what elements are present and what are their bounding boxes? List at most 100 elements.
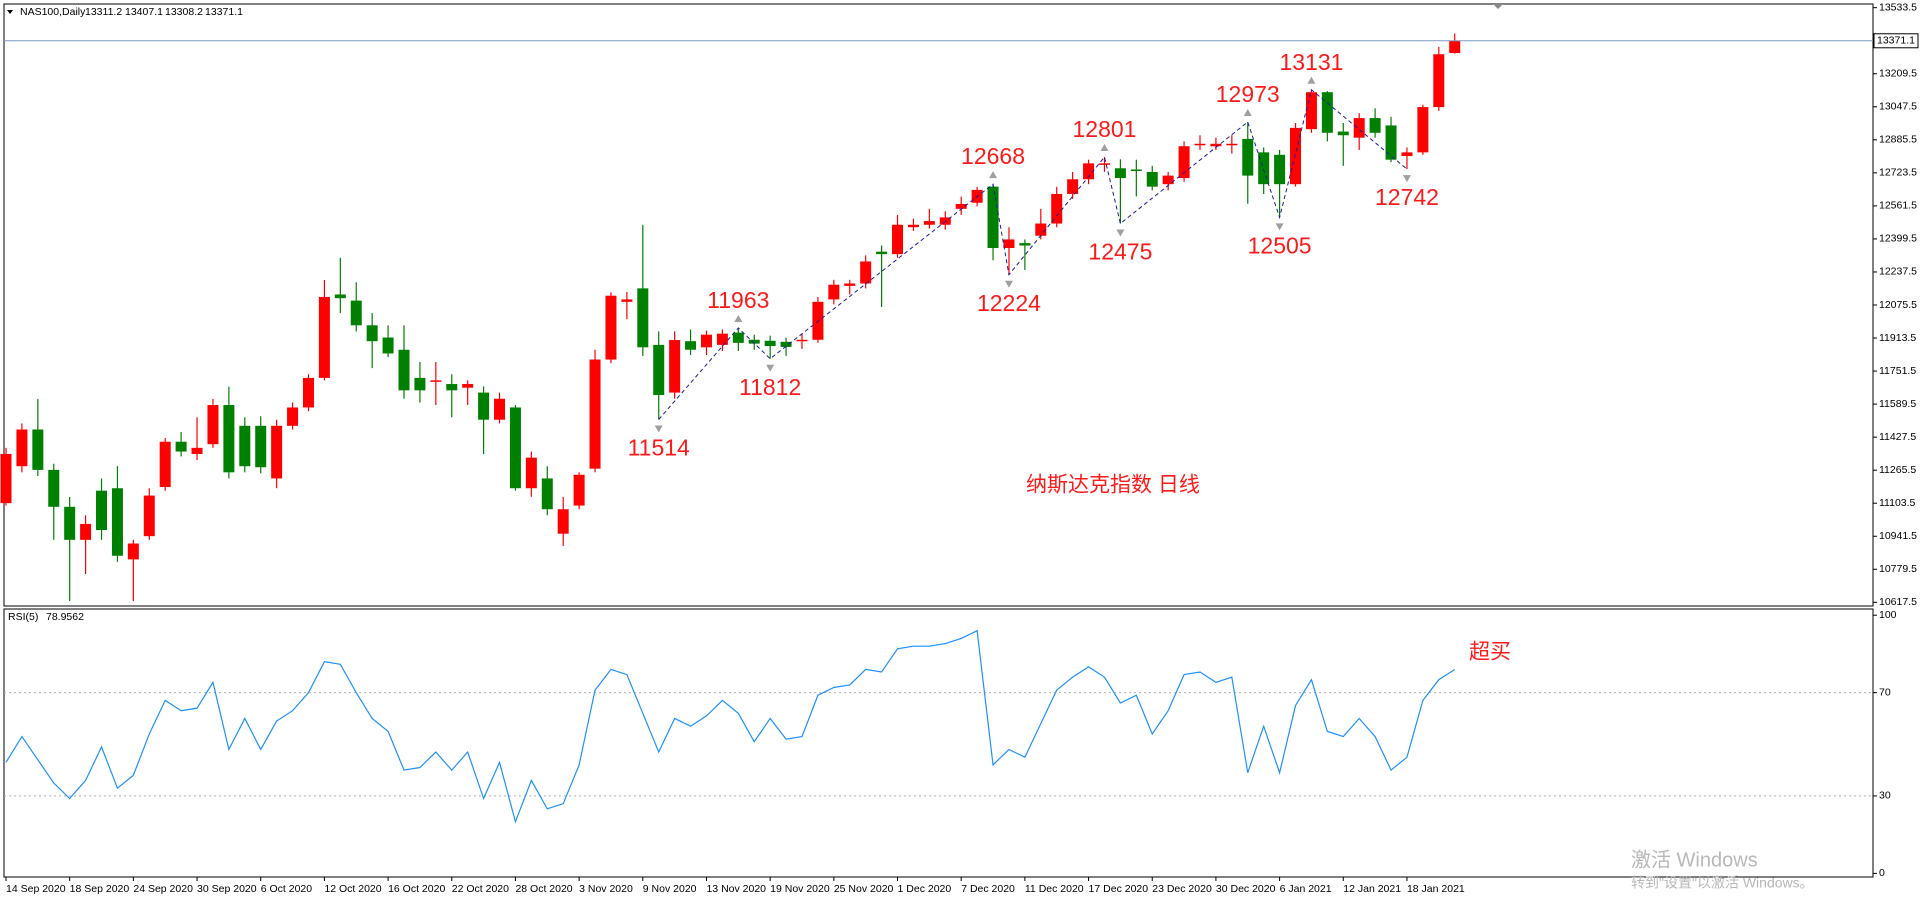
ohlc-open: 13311.2 (85, 6, 122, 18)
pivot-label: 12505 (1248, 232, 1312, 258)
candle-body (32, 429, 44, 470)
x-tick-label: 16 Oct 2020 (388, 883, 445, 895)
pivot-label: 13131 (1279, 49, 1343, 75)
candle-body (16, 429, 28, 467)
ohlc-high: 13407.1 (125, 6, 163, 18)
rsi-annotation: 超买 (1469, 641, 1511, 664)
candle-body (1449, 40, 1461, 54)
candle-body (143, 495, 155, 537)
rsi-title: RSI(5) (8, 611, 38, 623)
candle-body (96, 490, 108, 531)
rsi-line (5, 629, 1456, 824)
candle-body (1051, 193, 1063, 224)
x-tick-label: 30 Sep 2020 (197, 883, 257, 895)
candle-body (1337, 131, 1349, 136)
candle-body (1114, 168, 1126, 179)
pivot-label: 11963 (707, 287, 769, 313)
y-tick-label: 12561.5 (1879, 200, 1917, 212)
pivot-label: 12742 (1375, 184, 1439, 210)
candle-body (255, 425, 267, 468)
watermark-title: 激活 Windows (1631, 848, 1758, 871)
candle-body (462, 384, 474, 388)
y-tick-label: 11265.5 (1879, 464, 1916, 476)
fractal-arrow (654, 425, 663, 433)
x-tick-label: 1 Dec 2020 (898, 883, 952, 895)
candle-body (509, 407, 521, 489)
y-tick-label: 0 (1879, 867, 1885, 879)
candle-body (80, 523, 92, 540)
candle-body (780, 341, 792, 347)
x-tick-label: 9 Nov 2020 (643, 883, 697, 895)
y-tick-label: 10941.5 (1879, 530, 1917, 542)
x-tick-label: 17 Dec 2020 (1089, 883, 1149, 895)
fractal-arrow (1402, 175, 1411, 183)
x-tick-label: 11 Dec 2020 (1025, 883, 1084, 895)
candle-body (0, 453, 12, 504)
x-tick-label: 24 Sep 2020 (133, 883, 193, 895)
candle-body (923, 221, 935, 225)
watermark-subtitle: 转到"设置"以激活 Windows。 (1631, 875, 1814, 891)
candle-body (318, 296, 330, 378)
candle-body (1162, 175, 1174, 185)
fractal-arrow (989, 171, 998, 179)
candle-body (1003, 239, 1015, 249)
candle-body (271, 425, 283, 479)
candle-body (239, 425, 251, 467)
candle-body (1083, 163, 1095, 180)
x-tick-label: 22 Oct 2020 (452, 883, 509, 895)
y-tick-label: 13047.5 (1879, 101, 1917, 113)
y-tick-label: 11103.5 (1879, 497, 1916, 509)
candle-body (796, 339, 808, 342)
candle-body (1385, 125, 1397, 160)
pivot-label: 12668 (961, 143, 1025, 169)
candle-body (589, 359, 601, 469)
y-tick-label: 30 (1879, 790, 1891, 802)
candle-body (207, 405, 219, 445)
fractal-arrow (1004, 280, 1013, 288)
y-tick-label: 70 (1879, 686, 1891, 698)
shift-marker (1493, 4, 1503, 9)
candle-body (64, 506, 76, 540)
x-tick-label: 30 Dec 2020 (1216, 883, 1276, 895)
candle-body (1210, 143, 1222, 147)
x-tick-label: 19 Nov 2020 (770, 883, 830, 895)
candle-body (382, 337, 394, 354)
candle-body (907, 224, 919, 228)
pivot-label: 12224 (977, 290, 1041, 316)
candle-body (653, 344, 665, 396)
fractal-arrow (1100, 144, 1109, 152)
candle-body (700, 334, 712, 348)
candle-body (541, 478, 553, 510)
candle-body (366, 325, 378, 342)
candle-body (302, 377, 314, 408)
y-tick-label: 11589.5 (1879, 398, 1916, 410)
candle-body (525, 457, 537, 489)
candle-body (1369, 118, 1381, 133)
candle-body (1433, 54, 1445, 108)
x-tick-label: 6 Oct 2020 (261, 883, 313, 895)
candle-body (159, 441, 171, 488)
candle-body (175, 441, 187, 452)
symbol-label: NAS100,Daily (20, 6, 86, 18)
panel-menu-icon[interactable] (7, 10, 13, 14)
candle-body (414, 377, 426, 391)
candle-body (1417, 107, 1429, 153)
candle-body (892, 224, 904, 255)
candle-body (334, 294, 346, 299)
candle-body (1019, 243, 1031, 246)
candle-body (48, 469, 60, 507)
fractal-arrow (1307, 76, 1316, 84)
candle-body (732, 332, 744, 343)
pivot-label: 11514 (628, 435, 690, 461)
x-tick-label: 12 Jan 2021 (1343, 883, 1401, 895)
candle-body (111, 488, 123, 556)
pivot-label: 11812 (739, 374, 801, 400)
candle-body (1098, 163, 1110, 165)
x-tick-label: 18 Sep 2020 (70, 883, 130, 895)
candle-body (621, 299, 633, 302)
x-tick-label: 23 Dec 2020 (1152, 883, 1212, 895)
candle-body (637, 288, 649, 348)
candle-body (844, 283, 856, 286)
